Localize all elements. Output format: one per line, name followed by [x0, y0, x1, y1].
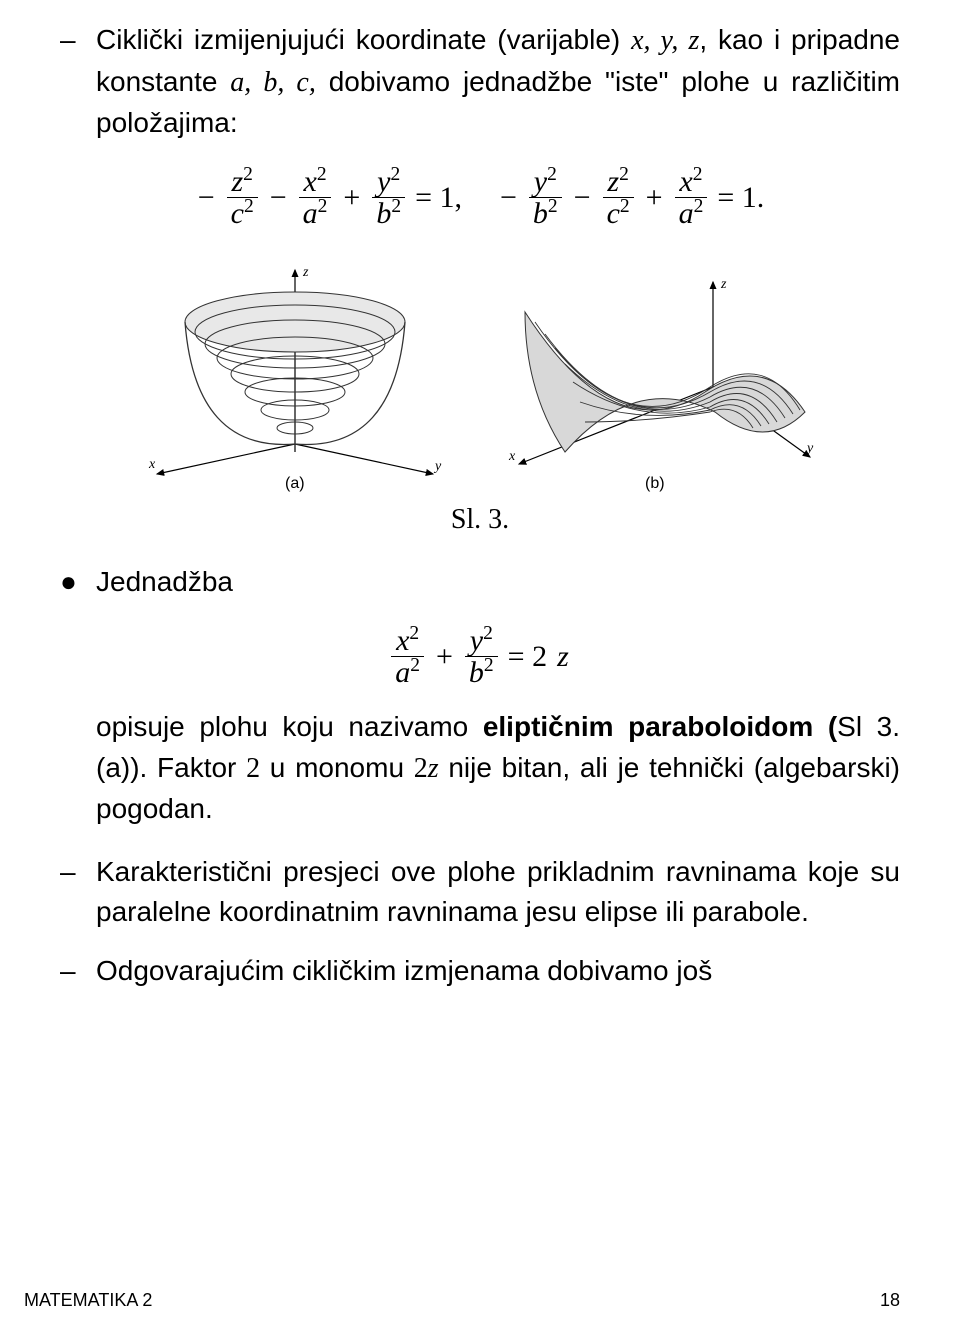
footer-left: MATEMATIKA 2 [24, 1290, 152, 1311]
dash-marker: – [60, 951, 96, 992]
rhs-var: z [557, 635, 569, 679]
paragraph-body: Karakteristični presjeci ove plohe prikl… [96, 852, 900, 933]
den: a [303, 197, 318, 230]
figure-a-label: (a) [285, 475, 305, 492]
rhs-2: = 1. [713, 176, 768, 220]
num: x [396, 624, 409, 657]
den: b [533, 197, 548, 230]
var-z: z [428, 753, 439, 784]
figure-b-label: (b) [645, 475, 665, 492]
dash-marker: – [60, 20, 96, 144]
bullet-dot: ● [60, 562, 96, 603]
den: b [469, 656, 484, 689]
paragraph-body: Odgovarajućim cikličkim izmjenama dobiva… [96, 951, 900, 992]
den: b [376, 197, 391, 230]
text: u monomu [260, 752, 414, 783]
num: z [231, 165, 243, 198]
num-2: 2 [414, 753, 428, 784]
bullet-label: Jednadžba [96, 562, 900, 603]
text: opisuje plohu koju nazivamo [96, 711, 483, 742]
num: y [534, 165, 547, 198]
num: x [303, 165, 316, 198]
num: z [607, 165, 619, 198]
axis-x-label: x [148, 457, 156, 472]
cross-sections-paragraph: – Karakteristični presjeci ove plohe pri… [60, 852, 900, 933]
figure-3: z x y (a) [60, 252, 900, 492]
equation-elliptic-paraboloid: x2a2 + y2b2 = 2z [60, 625, 900, 689]
footer-page-number: 18 [880, 1290, 900, 1311]
den: c [231, 197, 244, 230]
axis-z-label: z [302, 265, 309, 280]
dash-marker: – [60, 852, 96, 933]
elliptic-paraboloid-paragraph: opisuje plohu koju nazivamo eliptičnim p… [96, 707, 900, 830]
den: a [679, 197, 694, 230]
jednadzba-bullet: ● Jednadžba [60, 562, 900, 603]
equation-hyperboloid-variants: − z2c2 − x2a2 + y2b2 = 1, − y2b2 − z2c2 … [60, 166, 900, 230]
cyclic-variables-paragraph: – Ciklički izmijenjujući koordinate (var… [60, 20, 900, 144]
axis-z-label: z [720, 277, 727, 292]
bold-term: eliptičnim paraboloidom ( [483, 711, 837, 742]
rhs-1: = 1, [411, 176, 488, 220]
cyclic-swap-paragraph: – Odgovarajućim cikličkim izmjenama dobi… [60, 951, 900, 992]
rhs: = 2 [504, 635, 551, 679]
num: x [679, 165, 692, 198]
figure-caption: Sl. 3. [60, 500, 900, 541]
den: c [607, 197, 620, 230]
num: y [377, 165, 390, 198]
text: Ciklički izmijenjujući koordinate (varij… [96, 24, 631, 55]
figure-a-paraboloid: z x y (a) [135, 252, 455, 492]
axis-y-label: y [805, 441, 814, 456]
num: y [470, 624, 483, 657]
consts-abc: a, b, c, [230, 67, 316, 98]
axis-y-label: y [433, 459, 442, 474]
figure-b-saddle: z x y (b) [485, 252, 825, 492]
num-2: 2 [246, 753, 260, 784]
paragraph-body: Ciklički izmijenjujući koordinate (varij… [96, 20, 900, 144]
den: a [395, 656, 410, 689]
axis-x-label: x [508, 449, 516, 464]
vars-xyz: x, y, z [631, 25, 699, 56]
page-footer: MATEMATIKA 2 18 [24, 1290, 900, 1311]
